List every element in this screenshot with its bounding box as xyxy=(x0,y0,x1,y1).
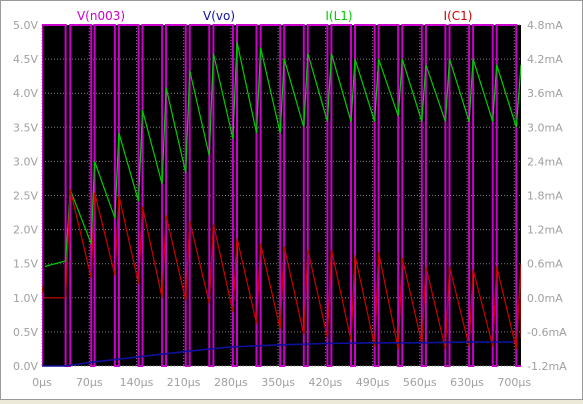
plot-window: 0µs 70µs 140µs 210µs 280µs 350µs 420µs 490µs 560… xyxy=(0,0,583,400)
window-border xyxy=(0,0,583,400)
